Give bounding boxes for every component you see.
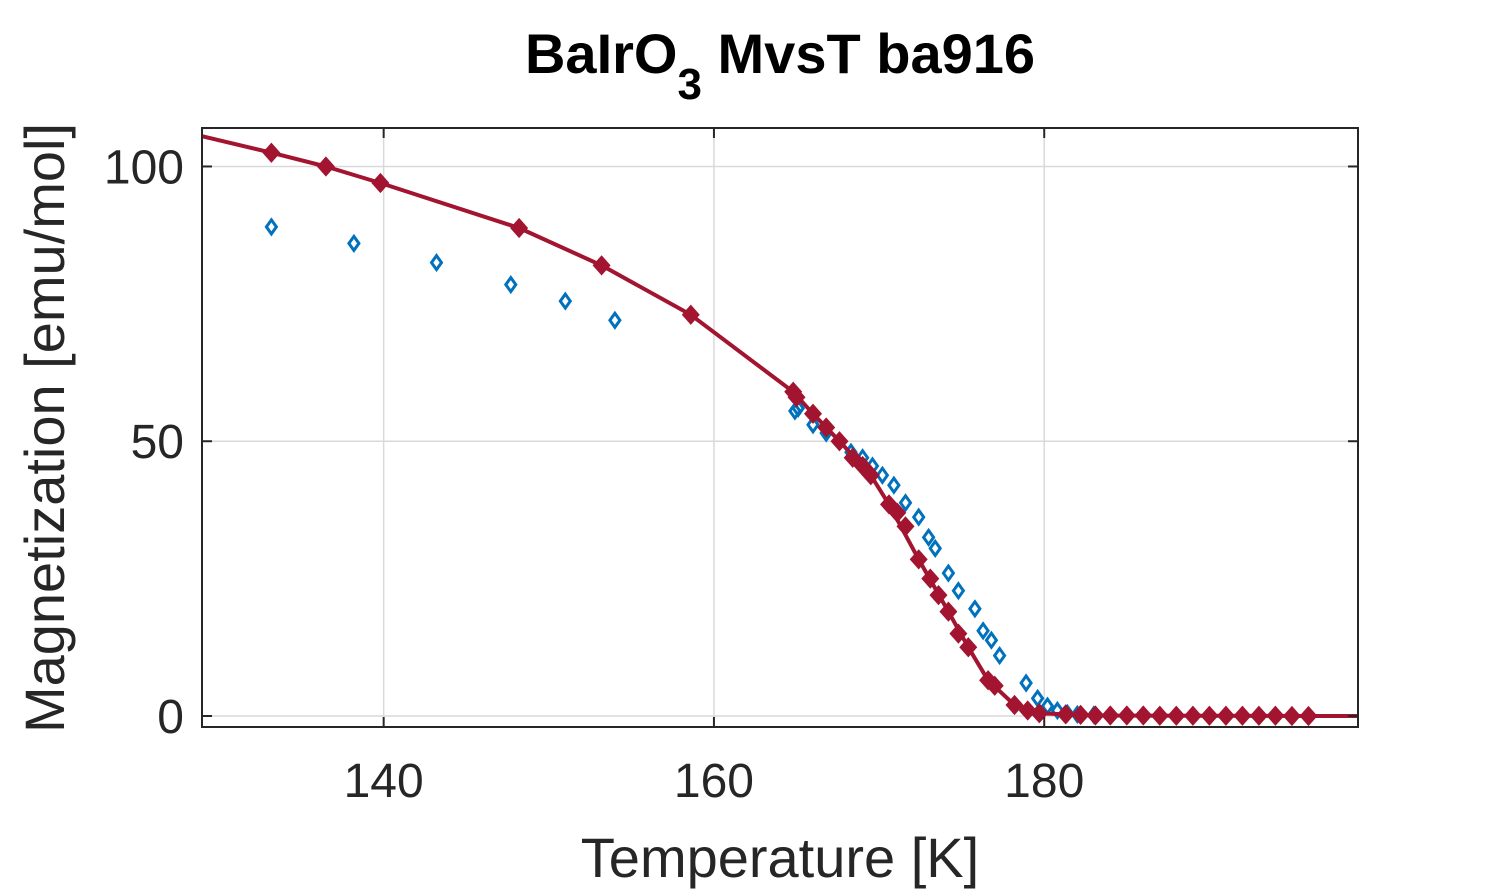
- data-point: [1282, 705, 1301, 727]
- y-axis-label: Magnetization [emu/mol]: [13, 123, 76, 733]
- axis-ticks: 140 160 180 0 50 100: [104, 128, 1358, 808]
- data-point: [510, 217, 529, 239]
- data-point: [1150, 705, 1169, 726]
- data-point: [888, 502, 907, 523]
- data-point: [791, 398, 806, 418]
- series-line-red-filled-diamonds: [202, 134, 1358, 718]
- data-point: [1167, 705, 1186, 726]
- data-point: [817, 417, 836, 438]
- data-point: [1005, 694, 1024, 716]
- data-point: [347, 233, 361, 253]
- data-point: [1101, 705, 1120, 726]
- data-point: [949, 623, 968, 644]
- data-point: [1134, 705, 1153, 726]
- data-point: [264, 217, 279, 237]
- data-point: [681, 304, 700, 325]
- axes-box: [201, 127, 1359, 728]
- data-point: [592, 255, 611, 276]
- data-point: [371, 172, 390, 194]
- x-tick-label: 140: [344, 755, 424, 808]
- y-tick-label: 100: [104, 141, 184, 194]
- data-point: [788, 401, 802, 421]
- data-point: [861, 465, 880, 486]
- data-point: [939, 601, 958, 622]
- data-point: [976, 621, 990, 641]
- data-point: [928, 538, 943, 558]
- y-tick-label: 0: [157, 691, 184, 744]
- data-point: [1200, 705, 1219, 726]
- data-point: [985, 675, 1004, 696]
- x-axis-label: Temperature [K]: [581, 826, 979, 889]
- chart-title-rest: MvsT ba916: [702, 22, 1035, 85]
- series-blue-diamonds: [264, 217, 1299, 726]
- y-tick-label: 50: [131, 416, 184, 469]
- x-tick-label: 180: [1004, 755, 1084, 808]
- data-point: [1249, 705, 1268, 726]
- data-point: [1183, 705, 1202, 726]
- data-point: [830, 431, 849, 452]
- data-point: [558, 291, 573, 311]
- data-point: [843, 447, 862, 468]
- data-point: [316, 156, 335, 177]
- data-point: [608, 310, 622, 330]
- data-point: [806, 415, 820, 435]
- data-point: [1018, 700, 1037, 721]
- data-point: [1216, 705, 1235, 726]
- data-point: [887, 475, 901, 495]
- data-series: [202, 134, 1358, 727]
- data-point: [1071, 704, 1090, 726]
- grid-lines: [202, 128, 1358, 727]
- data-point: [1056, 704, 1075, 725]
- data-point: [1117, 705, 1136, 726]
- chart-title-subscript: 3: [677, 60, 701, 109]
- data-point: [911, 507, 926, 527]
- data-point: [1086, 705, 1105, 726]
- data-point: [921, 527, 936, 547]
- x-tick-label: 160: [674, 755, 754, 808]
- data-point: [1019, 673, 1033, 693]
- data-point: [921, 568, 940, 589]
- data-point: [787, 387, 806, 408]
- data-point: [429, 253, 444, 273]
- data-point: [1050, 700, 1065, 721]
- data-point: [262, 142, 281, 163]
- series-red-filled-diamonds: [202, 134, 1358, 727]
- chart-title-main: BaIrO: [525, 22, 678, 85]
- data-point: [929, 584, 948, 606]
- data-point: [1233, 705, 1252, 726]
- data-point: [959, 637, 978, 658]
- data-point: [951, 581, 966, 601]
- data-point: [1266, 705, 1285, 726]
- data-point: [1030, 688, 1045, 708]
- data-point: [984, 630, 999, 650]
- data-point: [1299, 705, 1318, 727]
- data-point: [503, 275, 518, 295]
- data-point: [992, 646, 1007, 666]
- data-point: [896, 516, 915, 537]
- chart-title: BaIrO3 MvsT ba916: [525, 22, 1035, 109]
- data-point: [909, 549, 928, 570]
- data-point: [968, 599, 982, 619]
- data-point: [941, 563, 956, 583]
- data-point: [875, 465, 890, 485]
- data-point: [898, 493, 913, 513]
- data-point: [803, 403, 823, 424]
